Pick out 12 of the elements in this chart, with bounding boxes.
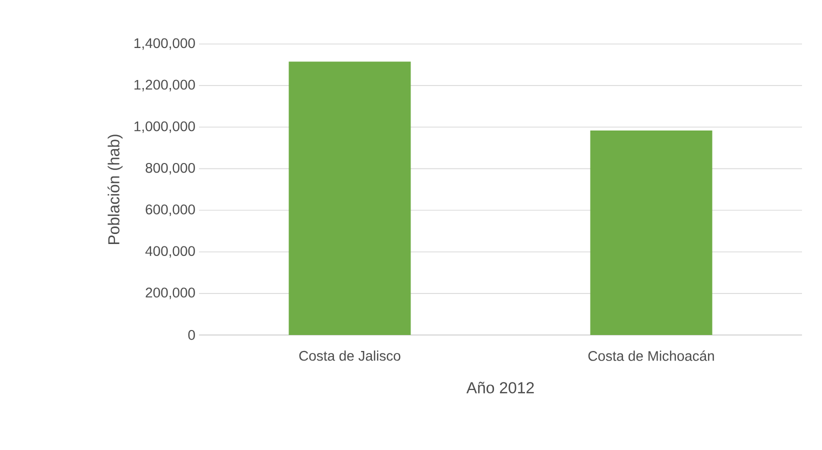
x-tick-label: Costa de Michoacán [588,350,714,361]
y-axis-title: Población (hab) [108,134,123,244]
y-tick-label: 1,400,000 [134,38,195,50]
x-tick-label: Costa de Jalisco [299,350,400,361]
y-tick-label: 600,000 [146,204,195,216]
x-axis-title: Año 2012 [466,382,534,394]
y-tick-label: 1,000,000 [134,121,195,133]
y-tick-label: 200,000 [146,288,195,300]
y-tick-label: 800,000 [146,162,195,174]
y-tick-label: 400,000 [145,246,195,258]
y-tick-label: 1,200,000 [134,80,195,92]
y-tick-label: 0 [188,330,195,340]
